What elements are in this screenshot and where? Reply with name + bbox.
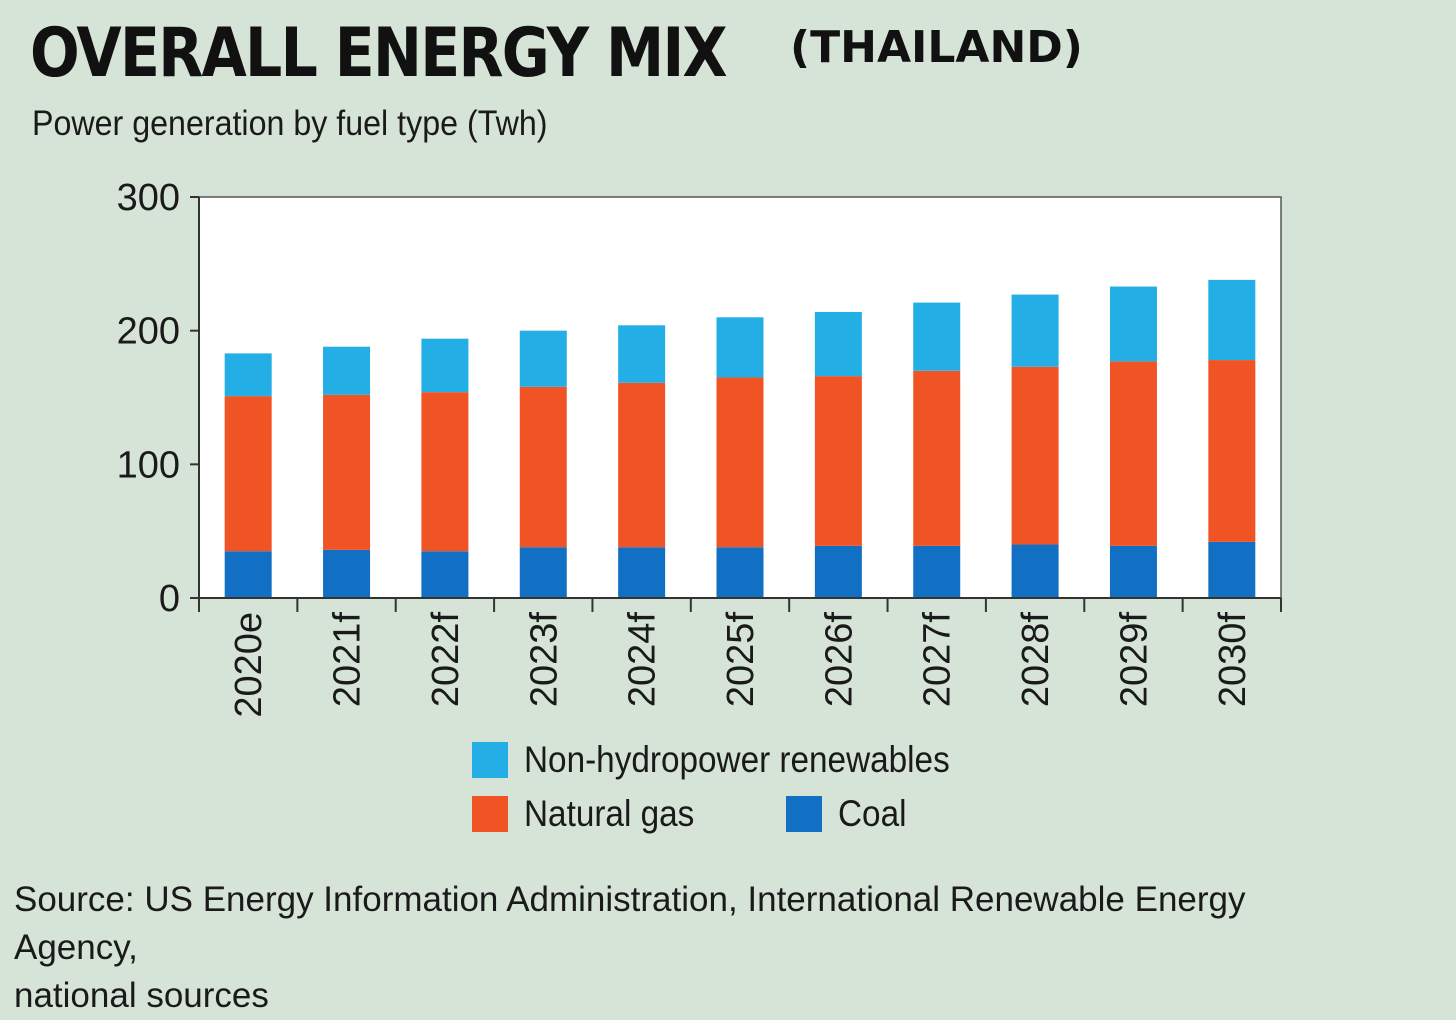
x-tick-label-2023f: 2023f (523, 612, 565, 708)
axes (198, 197, 1281, 599)
y-tick-label-200: 200 (117, 311, 180, 353)
bar-natural-gas-2020e (224, 396, 272, 552)
x-tick-label-2026f: 2026f (818, 612, 860, 708)
bar-natural-gas-2022f (421, 392, 469, 552)
chart-subtitle: Power generation by fuel type (Twh) (32, 104, 548, 143)
energy-mix-chart: 0 100 200 300 2020e 2021f 2022f 2023f 2024f 2025… (117, 177, 1282, 718)
bar-renewables-2030f (1208, 279, 1256, 361)
bar-coal-2020e (224, 551, 272, 598)
legend-item-natural-gas: Natural gas (472, 793, 713, 835)
bar-renewables-2029f (1109, 286, 1157, 362)
bar-coal-2022f (421, 551, 469, 598)
legend-swatch-natural-gas (472, 796, 508, 832)
bar-coal-2026f (814, 545, 862, 598)
bar-natural-gas-2026f (814, 376, 862, 546)
x-axis-ticks: 2020e 2021f 2022f 2023f 2024f 2025f 2026f 2027f… (198, 598, 1282, 718)
legend-swatch-renewables (472, 742, 508, 778)
bar-natural-gas-2024f (618, 382, 666, 548)
bar-coal-2025f (716, 547, 764, 598)
x-tick-label-2028f: 2028f (1015, 612, 1057, 708)
bar-coal-2030f (1208, 541, 1256, 598)
bar-natural-gas-2028f (1011, 366, 1059, 545)
chart-title-row: OVERALL ENERGY MIX (30, 14, 839, 93)
bar-natural-gas-2030f (1208, 360, 1256, 542)
bar-renewables-2021f (323, 346, 371, 395)
bar-coal-2021f (323, 549, 371, 598)
x-tick-label-2029f: 2029f (1113, 612, 1155, 708)
x-tick-label-2030f: 2030f (1212, 612, 1254, 708)
chart-title: OVERALL ENERGY MIX (30, 14, 728, 93)
legend-label-renewables: Non-hydropower renewables (524, 739, 950, 780)
x-tick-label-2025f: 2025f (720, 612, 762, 708)
source-note: Source: US Energy Information Administra… (14, 876, 1344, 1020)
legend-label-coal: Coal (838, 793, 907, 834)
bar-renewables-2022f (421, 338, 469, 393)
bar-renewables-2028f (1011, 294, 1059, 367)
y-tick-label-0: 0 (159, 578, 180, 620)
x-tick-label-2027f: 2027f (917, 612, 959, 708)
bar-renewables-2026f (814, 311, 862, 377)
bar-renewables-2020e (224, 353, 272, 397)
source-line-2: national sources (14, 976, 269, 1015)
y-tick-label-100: 100 (117, 444, 180, 486)
bar-natural-gas-2029f (1109, 361, 1157, 546)
bar-coal-2023f (519, 547, 567, 598)
source-line-1: Source: US Energy Information Administra… (14, 880, 1246, 967)
bar-natural-gas-2023f (519, 386, 567, 548)
x-tick-label-2024f: 2024f (622, 612, 664, 708)
bar-coal-2024f (618, 547, 666, 598)
bar-natural-gas-2027f (913, 370, 961, 546)
legend-item-coal: Coal (786, 793, 914, 835)
y-axis-ticks: 0 100 200 300 (117, 177, 199, 620)
x-tick-label-2020e: 2020e (228, 612, 270, 718)
legend-label-natural-gas: Natural gas (524, 793, 695, 834)
x-tick-label-2022f: 2022f (425, 612, 467, 708)
legend-swatch-coal (786, 796, 822, 832)
bar-coal-2029f (1109, 545, 1157, 598)
bar-renewables-2025f (716, 317, 764, 378)
bar-renewables-2027f (913, 302, 961, 371)
y-tick-label-300: 300 (117, 177, 180, 219)
bar-natural-gas-2025f (716, 377, 764, 548)
bar-coal-2028f (1011, 544, 1059, 598)
bar-natural-gas-2021f (323, 394, 371, 550)
bar-coal-2027f (913, 545, 961, 598)
bar-renewables-2024f (618, 325, 666, 383)
legend-item-renewables: Non-hydropower renewables (472, 739, 997, 781)
chart-title-country: (THAILAND) (790, 22, 1083, 73)
bar-renewables-2023f (519, 330, 567, 387)
bar-group (224, 279, 1256, 598)
x-tick-label-2021f: 2021f (327, 612, 369, 708)
